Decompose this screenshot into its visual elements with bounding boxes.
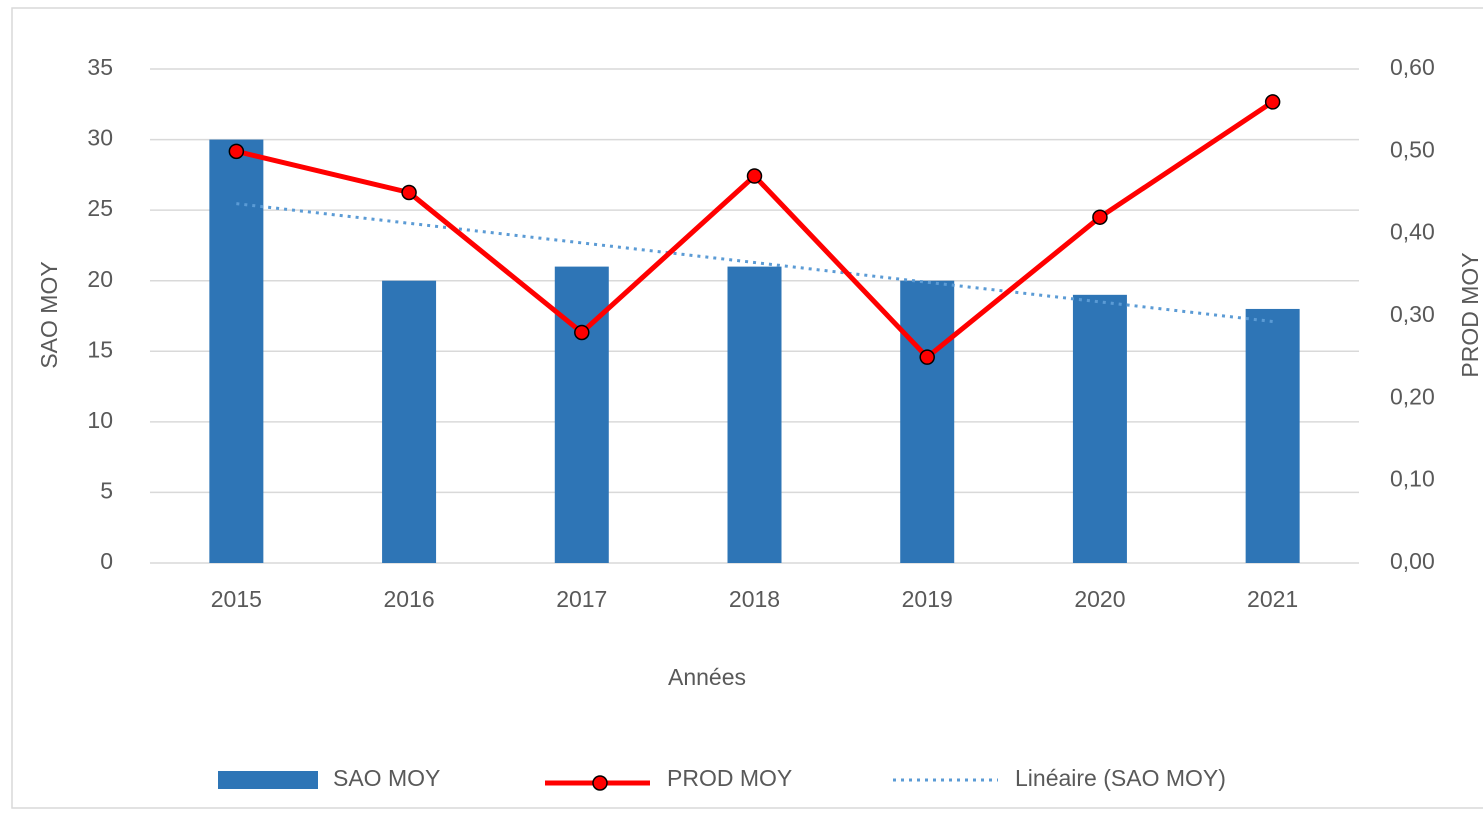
bar	[1245, 308, 1300, 563]
bar	[727, 266, 782, 563]
y2-tick-label: 0,40	[1390, 219, 1435, 245]
y-tick-label: 10	[87, 407, 113, 433]
line-marker	[746, 168, 763, 184]
line-marker	[228, 143, 245, 160]
y-tick-label: 0	[100, 548, 113, 574]
trend-line	[236, 202, 1273, 323]
y2-axis-label: PROD MOY	[1457, 252, 1483, 377]
x-tick-label: 2015	[211, 586, 262, 612]
line-marker	[1264, 94, 1281, 110]
y-tick-label: 20	[87, 266, 113, 292]
y-tick-label: 35	[87, 54, 113, 80]
legend-label: PROD MOY	[667, 765, 792, 791]
line-marker	[1092, 209, 1108, 225]
x-tick-label: 2018	[729, 586, 780, 612]
legend-swatch	[218, 771, 318, 789]
x-tick-label: 2020	[1074, 586, 1125, 612]
y-tick-label: 5	[100, 478, 113, 504]
y2-tick-label: 0,00	[1390, 548, 1435, 574]
line-marker	[401, 184, 417, 201]
bar	[1072, 294, 1127, 563]
legend-label: SAO MOY	[333, 765, 440, 791]
y-axis-label: SAO MOY	[36, 261, 62, 368]
chart-border	[11, 7, 1483, 809]
legend-label: Linéaire (SAO MOY)	[1015, 765, 1226, 791]
y2-tick-label: 0,20	[1390, 383, 1435, 409]
line-marker	[919, 349, 935, 365]
x-tick-label: 2021	[1247, 586, 1298, 612]
legend-marker	[592, 775, 608, 791]
y-tick-label: 25	[87, 195, 113, 221]
bar	[554, 266, 609, 563]
bar	[382, 280, 437, 563]
line-marker	[574, 324, 590, 341]
y-tick-label: 30	[87, 125, 113, 151]
x-tick-label: 2016	[383, 586, 434, 612]
y2-tick-label: 0,50	[1390, 136, 1435, 162]
y2-tick-label: 0,60	[1390, 54, 1435, 80]
bar	[900, 280, 955, 563]
y2-tick-label: 0,30	[1390, 301, 1435, 327]
x-axis-label: Années	[668, 664, 746, 690]
x-tick-label: 2019	[902, 586, 953, 612]
y2-tick-label: 0,10	[1390, 466, 1435, 492]
bar	[209, 139, 264, 564]
x-tick-label: 2017	[556, 586, 607, 612]
y-tick-label: 15	[87, 336, 113, 362]
